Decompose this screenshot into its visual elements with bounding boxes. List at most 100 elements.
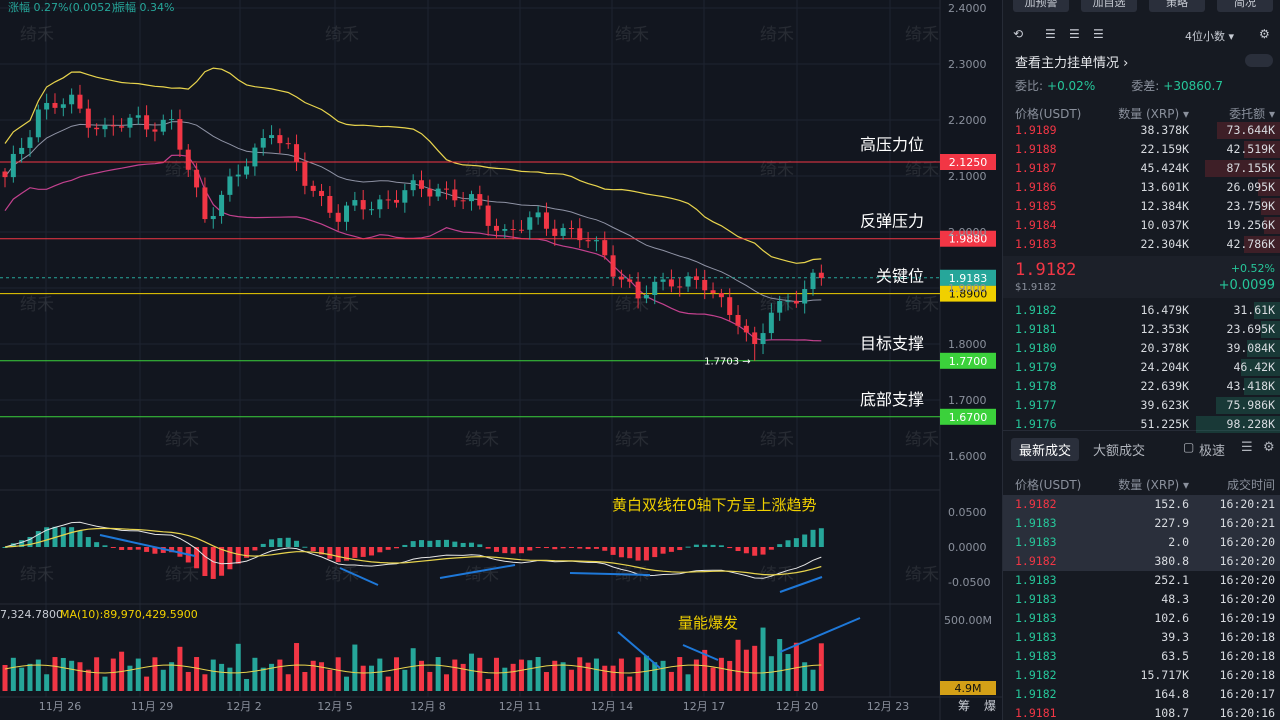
col-third-header[interactable]: 委托额 ▾ [1229, 107, 1275, 121]
macd-histogram-bar [85, 537, 91, 547]
ask-row[interactable]: 1.9184 10.037K 19.256K [1003, 216, 1280, 235]
volume-bar [260, 667, 266, 691]
tab-large-trades[interactable]: 大额成交 [1093, 444, 1146, 459]
trade-row[interactable]: 1.9183 48.3 16:20:20 [1003, 590, 1280, 609]
trade-row[interactable]: 1.9181 108.7 16:20:16 [1003, 704, 1280, 720]
bid-row[interactable]: 1.9176 51.225K 98.228K [1003, 415, 1280, 434]
macd-histogram-bar [77, 530, 83, 547]
candle-body [294, 144, 300, 162]
top-button[interactable]: 策略 [1149, 0, 1205, 12]
ask-row[interactable]: 1.9188 22.159K 42.519K [1003, 140, 1280, 159]
volume-bar [535, 657, 541, 691]
trade-time: 16:20:17 [1219, 687, 1275, 701]
macd-histogram-bar [635, 547, 641, 561]
candle-body [194, 169, 200, 188]
level-price-value: 1.7700 [949, 355, 988, 368]
book-title[interactable]: 查看主力挂单情况 › [1015, 56, 1129, 71]
candle-body [477, 194, 483, 206]
trade-row[interactable]: 1.9182 380.8 16:20:20 [1003, 552, 1280, 571]
macd-histogram-bar [760, 547, 766, 555]
candle-body [35, 109, 41, 138]
macd-histogram-bar [302, 546, 308, 548]
bid-row[interactable]: 1.9182 16.479K 31.61K [1003, 301, 1280, 320]
trade-qty: 48.3 [1161, 592, 1189, 606]
settings-icon[interactable]: ⚙ [1259, 27, 1270, 41]
volume-bar [27, 663, 33, 691]
bid-row[interactable]: 1.9177 39.623K 75.986K [1003, 396, 1280, 415]
ask-row[interactable]: 1.9185 12.384K 23.759K [1003, 197, 1280, 216]
top-button[interactable]: 简况 [1217, 0, 1273, 12]
trade-row[interactable]: 1.9183 63.5 16:20:18 [1003, 647, 1280, 666]
candle-body [227, 176, 233, 195]
candle-body [402, 190, 408, 203]
volume-bar [269, 663, 275, 691]
settings-icon[interactable]: ⚙ [1263, 440, 1275, 455]
trade-time: 16:20:20 [1219, 535, 1275, 549]
refresh-icon[interactable]: ⟲ [1013, 27, 1024, 41]
col-price-header: 价格(USDT) [1015, 107, 1082, 121]
col-qty-header[interactable]: 数量 (XRP) ▾ [1118, 107, 1189, 121]
trade-row[interactable]: 1.9183 39.3 16:20:18 [1003, 628, 1280, 647]
macd-histogram-bar [535, 547, 541, 548]
level-label: 底部支撑 [860, 390, 924, 409]
candle-body [452, 189, 458, 201]
volume-bar [369, 665, 375, 691]
volume-bar [277, 659, 283, 691]
bid-row[interactable]: 1.9179 24.204K 46.42K [1003, 358, 1280, 377]
volume-bar [802, 662, 808, 691]
macd-histogram-bar [110, 547, 116, 548]
candle-body [352, 200, 358, 206]
macd-histogram-bar [710, 544, 716, 547]
price-tick-label: 2.4000 [948, 2, 987, 15]
speed-mode-icon[interactable]: ▢ [1183, 440, 1195, 454]
macd-histogram-bar [502, 547, 508, 554]
trade-row[interactable]: 1.9183 227.9 16:20:21 [1003, 514, 1280, 533]
level-label: 高压力位 [860, 135, 924, 154]
candle-body [210, 216, 216, 220]
candle-body [777, 301, 783, 313]
ask-row[interactable]: 1.9186 13.601K 26.095K [1003, 178, 1280, 197]
layout-asks-icon[interactable]: ☰ [1069, 27, 1080, 41]
layout-both-icon[interactable]: ☰ [1045, 27, 1056, 41]
watermark-text: 绮禾 [905, 295, 939, 315]
volume-bar [735, 639, 741, 691]
precision-select[interactable]: 4位小数 ▾ [1185, 30, 1235, 43]
speed-mode-label[interactable]: 极速 [1199, 444, 1226, 459]
ask-row[interactable]: 1.9187 45.424K 87.155K [1003, 159, 1280, 178]
volume-bar [702, 649, 708, 691]
list-icon[interactable]: ☰ [1241, 440, 1253, 455]
bid-amount: 31.61K [1233, 303, 1275, 317]
trade-price: 1.9183 [1015, 649, 1057, 663]
trade-price: 1.9182 [1015, 554, 1057, 568]
bid-row[interactable]: 1.9180 20.378K 39.084K [1003, 339, 1280, 358]
candle-body [335, 212, 341, 222]
ask-row[interactable]: 1.9189 38.378K 73.644K [1003, 121, 1280, 140]
candle-body [752, 332, 758, 344]
bid-row[interactable]: 1.9181 12.353K 23.695K [1003, 320, 1280, 339]
top-button[interactable]: 加自选 [1081, 0, 1137, 12]
candle-body [160, 119, 166, 132]
macd-histogram-bar [152, 547, 158, 554]
trade-row[interactable]: 1.9183 2.0 16:20:20 [1003, 533, 1280, 552]
macd-histogram-bar [260, 543, 266, 547]
ask-row[interactable]: 1.9183 22.304K 42.786K [1003, 235, 1280, 254]
macd-histogram-bar [344, 547, 350, 561]
macd-histogram-bar [818, 528, 824, 547]
trade-row[interactable]: 1.9182 15.717K 16:20:18 [1003, 666, 1280, 685]
trade-row[interactable]: 1.9183 102.6 16:20:19 [1003, 609, 1280, 628]
volume-bar [452, 659, 458, 691]
trade-row[interactable]: 1.9182 164.8 16:20:17 [1003, 685, 1280, 704]
toggle-switch[interactable] [1245, 54, 1273, 67]
top-button[interactable]: 加预警 [1013, 0, 1069, 12]
col-qty-header[interactable]: 数量 (XRP) ▾ [1118, 478, 1189, 492]
layout-bids-icon[interactable]: ☰ [1093, 27, 1104, 41]
bid-row[interactable]: 1.9178 22.639K 43.418K [1003, 377, 1280, 396]
trade-row[interactable]: 1.9183 252.1 16:20:20 [1003, 571, 1280, 590]
candle-body [360, 200, 366, 210]
trade-row[interactable]: 1.9182 152.6 16:20:21 [1003, 495, 1280, 514]
watermark-text: 绮禾 [615, 25, 649, 45]
col-third-header[interactable]: 成交时间 [1226, 478, 1275, 492]
macd-histogram-bar [285, 537, 291, 547]
tab-latest-trades[interactable]: 最新成交 [1011, 438, 1080, 461]
